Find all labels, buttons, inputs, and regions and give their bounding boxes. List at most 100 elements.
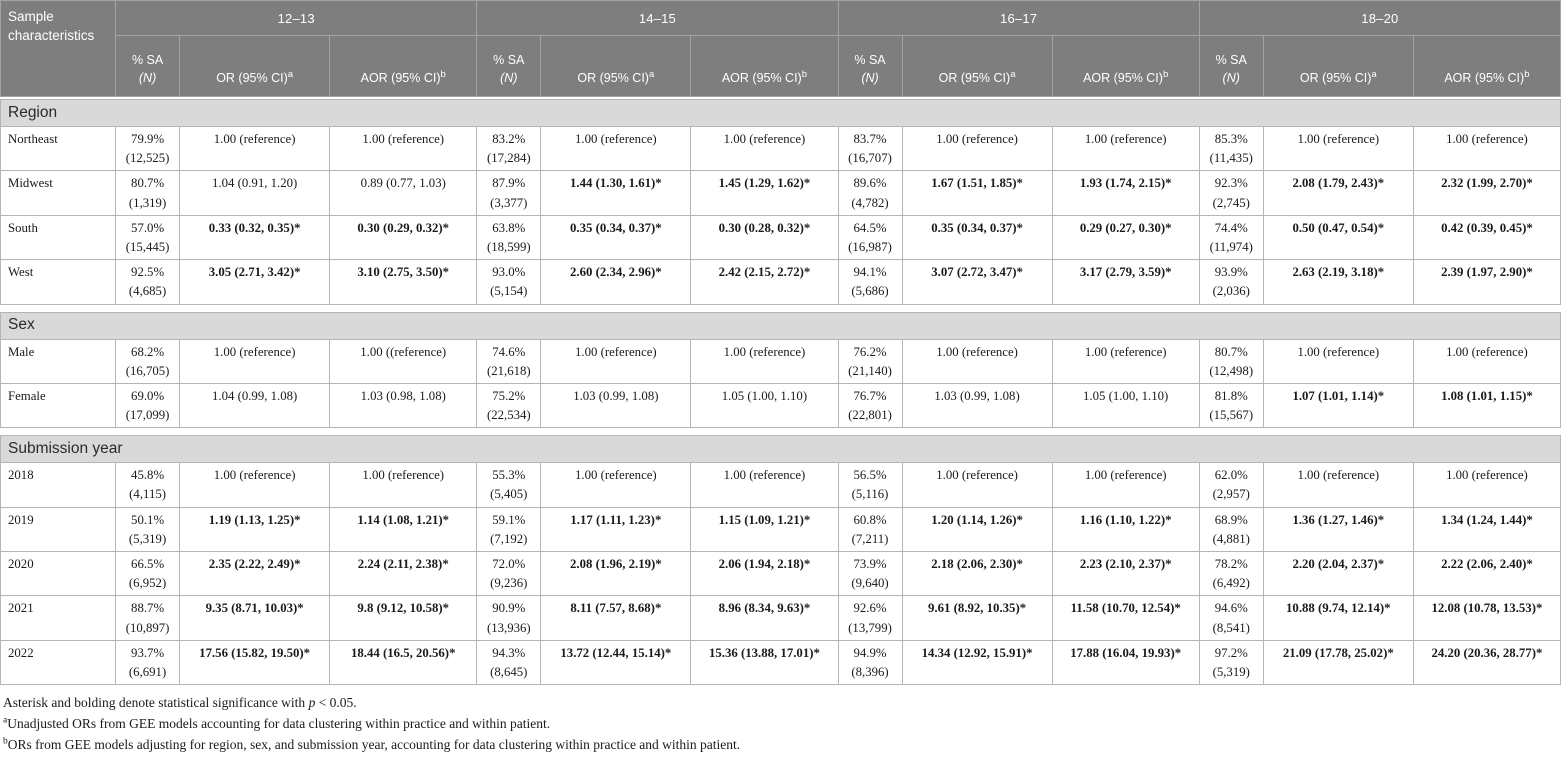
or-cell: 0.50 (0.47, 0.54)* (1262, 214, 1414, 261)
or-cell: 0.35 (0.34, 0.37)* (901, 214, 1053, 261)
or-cell: 21.09 (17.78, 25.02)* (1262, 639, 1414, 686)
or-cell: 17.56 (15.82, 19.50)* (179, 639, 331, 686)
aor-cell: 3.10 (2.75, 3.50)* (329, 259, 478, 305)
pct-sa-n-cell: 94.3% (8,645) (476, 639, 542, 686)
aor-cell: 2.22 (2.06, 2.40)* (1412, 550, 1561, 597)
pct-sa-n-cell: 93.7% (6,691) (115, 639, 181, 686)
aor-cell: 8.96 (8.34, 9.63)* (690, 595, 839, 641)
aor-cell: 17.88 (16.04, 19.93)* (1051, 639, 1200, 686)
aor-cell: 1.08 (1.01, 1.15)* (1412, 382, 1561, 429)
aor-cell: 2.23 (2.10, 2.37)* (1051, 550, 1200, 597)
or-cell: 1.36 (1.27, 1.46)* (1262, 506, 1414, 553)
or-cell: 1.00 (reference) (901, 462, 1053, 508)
or-cell: 1.17 (1.11, 1.23)* (540, 506, 692, 553)
footnote-significance: Asterisk and bolding denote statistical … (3, 695, 357, 711)
or-cell: 1.00 (reference) (179, 462, 331, 508)
row-label: 2019 (0, 506, 117, 553)
section-header-submission-year: Submission year (0, 435, 1561, 464)
or-cell: 1.04 (0.99, 1.08) (179, 382, 331, 429)
pct-sa-n-cell: 93.0% (5,154) (476, 259, 542, 305)
aor-95ci-column-header: AOR (95% CI)b (1412, 35, 1561, 97)
aor-cell: 1.00 (reference) (1412, 338, 1561, 384)
pct-sa-n-cell: 89.6% (4,782) (837, 170, 903, 216)
pct-sa-n-cell: 68.9% (4,881) (1198, 506, 1264, 553)
aor-cell: 1.00 (reference) (690, 125, 839, 172)
pct-sa-n-cell: 94.6% (8,541) (1198, 595, 1264, 641)
results-table: Sample characteristics 12–13 14–15 16–17 18… (0, 0, 1561, 686)
or-cell: 1.04 (0.91, 1.20) (179, 170, 331, 216)
aor-cell: 12.08 (10.78, 13.53)* (1412, 595, 1561, 641)
or-95ci-column-header: OR (95% CI)a (901, 35, 1053, 97)
or-cell: 2.35 (2.22, 2.49)* (179, 550, 331, 597)
or-95ci-column-header: OR (95% CI)a (179, 35, 331, 97)
pct-sa-n-cell: 90.9% (13,936) (476, 595, 542, 641)
aor-cell: 1.00 (reference) (1051, 338, 1200, 384)
pct-sa-n-cell: 68.2% (16,705) (115, 338, 181, 384)
or-cell: 1.44 (1.30, 1.61)* (540, 170, 692, 216)
age-group-header-14-15: 14–15 (476, 0, 839, 36)
section-header-sex: Sex (0, 311, 1561, 340)
row-label: 2022 (0, 639, 117, 686)
aor-cell: 1.00 (reference) (690, 462, 839, 508)
pct-sa-n-cell: 45.8% (4,115) (115, 462, 181, 508)
footnotes: Asterisk and bolding denote statistical … (0, 685, 1561, 762)
aor-cell: 1.15 (1.09, 1.21)* (690, 506, 839, 553)
pct-sa-n-cell: 88.7% (10,897) (115, 595, 181, 641)
or-cell: 3.07 (2.72, 3.47)* (901, 259, 1053, 305)
pct-sa-n-cell: 92.6% (13,799) (837, 595, 903, 641)
table-header: Sample characteristics 12–13 14–15 16–17 18… (0, 0, 1561, 97)
or-cell: 1.00 (reference) (179, 338, 331, 384)
pct-sa-n-cell: 85.3% (11,435) (1198, 125, 1264, 172)
aor-cell: 1.00 (reference) (329, 125, 478, 172)
footnote-b: bORs from GEE models adjusting for regio… (3, 736, 741, 752)
aor-cell: 1.45 (1.29, 1.62)* (690, 170, 839, 216)
table-row-midwest: Midwest 80.7% (1,319) 1.04 (0.91, 1.20) 0.89… (0, 170, 1561, 216)
row-label: Northeast (0, 125, 117, 172)
or-cell: 1.00 (reference) (540, 125, 692, 172)
pct-sa-n-cell: 78.2% (6,492) (1198, 550, 1264, 597)
or-cell: 2.60 (2.34, 2.96)* (540, 259, 692, 305)
or-95ci-column-header: OR (95% CI)a (540, 35, 692, 97)
aor-cell: 1.93 (1.74, 2.15)* (1051, 170, 1200, 216)
or-cell: 14.34 (12.92, 15.91)* (901, 639, 1053, 686)
or-cell: 2.18 (2.06, 2.30)* (901, 550, 1053, 597)
aor-cell: 1.03 (0.98, 1.08) (329, 382, 478, 429)
pct-sa-n-cell: 72.0% (9,236) (476, 550, 542, 597)
aor-95ci-column-header: AOR (95% CI)b (329, 35, 478, 97)
aor-cell: 2.06 (1.94, 2.18)* (690, 550, 839, 597)
row-label: Midwest (0, 170, 117, 216)
or-cell: 13.72 (12.44, 15.14)* (540, 639, 692, 686)
or-cell: 9.35 (8.71, 10.03)* (179, 595, 331, 641)
pct-sa-n-cell: 60.8% (7,211) (837, 506, 903, 553)
or-cell: 9.61 (8.92, 10.35)* (901, 595, 1053, 641)
pct-sa-n-cell: 57.0% (15,445) (115, 214, 181, 261)
aor-cell: 1.05 (1.00, 1.10) (1051, 382, 1200, 429)
pct-sa-n-cell: 73.9% (9,640) (837, 550, 903, 597)
pct-sa-n-cell: 92.5% (4,685) (115, 259, 181, 305)
or-cell: 0.33 (0.32, 0.35)* (179, 214, 331, 261)
section-gap (0, 96, 1561, 100)
or-cell: 3.05 (2.71, 3.42)* (179, 259, 331, 305)
pct-sa-n-cell: 94.9% (8,396) (837, 639, 903, 686)
aor-cell: 2.32 (1.99, 2.70)* (1412, 170, 1561, 216)
aor-95ci-column-header: AOR (95% CI)b (690, 35, 839, 97)
table-row-northeast: Northeast 79.9% (12,525) 1.00 (reference) 1.… (0, 125, 1561, 172)
table-row-2022: 2022 93.7% (6,691) 17.56 (15.82, 19.50)* 18.… (0, 639, 1561, 686)
table-row-male: Male 68.2% (16,705) 1.00 (reference) 1.00 ((… (0, 338, 1561, 384)
table-row-2019: 2019 50.1% (5,319) 1.19 (1.13, 1.25)* 1.14 (… (0, 506, 1561, 553)
pct-sa-n-cell: 74.6% (21,618) (476, 338, 542, 384)
or-cell: 1.20 (1.14, 1.26)* (901, 506, 1053, 553)
table-row-west: West 92.5% (4,685) 3.05 (2.71, 3.42)* 3.10 (… (0, 259, 1561, 305)
age-group-header-16-17: 16–17 (837, 0, 1200, 36)
aor-cell: 1.14 (1.08, 1.21)* (329, 506, 478, 553)
section-gap (0, 304, 1561, 312)
aor-cell: 1.00 (reference) (1412, 125, 1561, 172)
pct-sa-n-column-header: % SA (N) (1198, 35, 1264, 97)
aor-cell: 0.42 (0.39, 0.45)* (1412, 214, 1561, 261)
age-group-header-18-20: 18–20 (1198, 0, 1561, 36)
pct-sa-n-cell: 80.7% (12,498) (1198, 338, 1264, 384)
or-cell: 1.03 (0.99, 1.08) (540, 382, 692, 429)
aor-cell: 2.42 (2.15, 2.72)* (690, 259, 839, 305)
aor-cell: 1.34 (1.24, 1.44)* (1412, 506, 1561, 553)
pct-sa-n-cell: 66.5% (6,952) (115, 550, 181, 597)
